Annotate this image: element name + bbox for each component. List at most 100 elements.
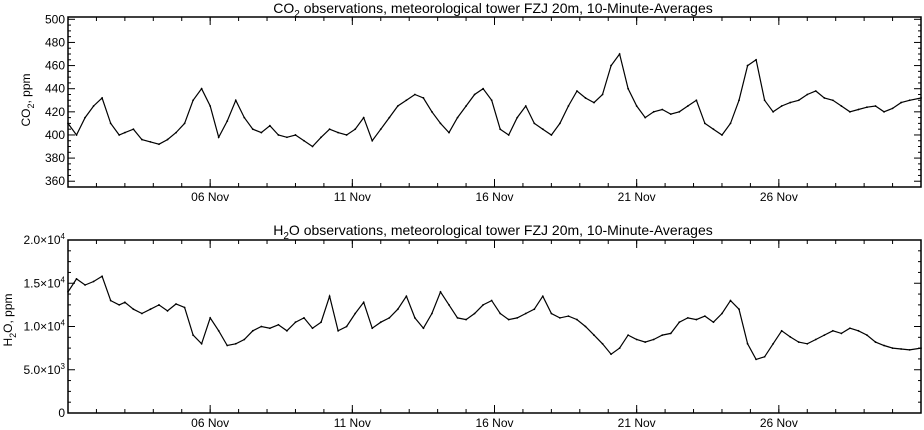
h2o-data-point — [123, 301, 126, 304]
h2o-y-tick-label: 1.0×104 — [24, 319, 66, 334]
h2o-data-point — [704, 315, 706, 318]
h2o-data-point — [823, 334, 826, 337]
co2-data-point — [379, 128, 382, 131]
h2o-y-tick-label: 1.5×104 — [24, 275, 66, 290]
h2o-data-point — [686, 316, 689, 319]
co2-data-point — [823, 97, 826, 99]
h2o-data-point — [524, 312, 527, 315]
h2o-x-ticks: 06 Nov 11 Nov 16 Nov 21 Nov 26 Nov — [67, 240, 922, 430]
h2o-data-point — [158, 303, 160, 306]
co2-data-point — [695, 99, 698, 102]
co2-data-point — [541, 128, 544, 131]
co2-data-point — [576, 90, 578, 92]
h2o-data-point — [286, 329, 288, 332]
co2-data-point — [772, 110, 775, 113]
co2-y-tick-label: 420 — [45, 105, 65, 119]
co2-data-point — [601, 93, 604, 96]
h2o-data-point — [482, 303, 485, 306]
h2o-data-point — [456, 316, 459, 319]
co2-data-point — [226, 120, 229, 122]
co2-data-point — [422, 97, 425, 99]
h2o-y-tick-label: 0 — [58, 406, 65, 420]
h2o-data-point — [490, 299, 493, 302]
co2-data-point — [413, 93, 416, 96]
h2o-data-point — [362, 301, 365, 304]
h2o-y-axis-label: H2O, ppm — [1, 293, 18, 346]
h2o-data-point — [405, 295, 408, 298]
co2-data-point — [371, 139, 374, 142]
h2o-data-point — [584, 325, 587, 328]
h2o-data-point — [268, 327, 271, 330]
co2-data-point — [763, 99, 766, 102]
co2-data-point — [524, 105, 527, 107]
h2o-data-point — [294, 321, 297, 324]
h2o-data-point — [831, 329, 834, 332]
co2-data-point — [388, 116, 391, 119]
co2-data-point — [286, 136, 288, 139]
co2-data-point — [704, 122, 706, 125]
co2-data-point — [175, 131, 177, 134]
co2-data-point — [439, 122, 442, 125]
co2-data-point — [857, 108, 860, 111]
h2o-x-tick-label: 11 Nov — [334, 416, 371, 430]
h2o-data-point — [874, 341, 877, 343]
h2o-data-point — [109, 299, 112, 302]
h2o-x-tick-label: 06 Nov — [191, 416, 229, 430]
co2-data-point — [669, 113, 672, 116]
co2-data-point — [891, 107, 894, 110]
co2-y-ticks: 360 380 400 420 440 460 480 500 — [45, 12, 921, 188]
h2o-data-point — [422, 327, 425, 330]
h2o-data-point — [260, 325, 263, 328]
h2o-data-point — [118, 303, 121, 306]
h2o-x-tick-label: 21 Nov — [618, 416, 656, 430]
h2o-data-point — [618, 347, 621, 350]
h2o-data-point — [413, 316, 416, 319]
co2-data-point — [311, 145, 314, 148]
co2-data-point — [874, 105, 877, 107]
co2-data-point — [84, 116, 86, 119]
h2o-data-point — [388, 316, 391, 319]
h2o-data-point — [209, 316, 212, 319]
co2-chart-title: CO2 observations, meteorological tower F… — [273, 0, 713, 20]
h2o-data-point — [644, 341, 647, 343]
h2o-data-point — [857, 329, 860, 332]
co2-data-point — [849, 110, 851, 113]
h2o-data-point — [328, 295, 331, 298]
co2-data-point — [900, 101, 902, 104]
h2o-data-point — [337, 329, 340, 332]
h2o-data-point — [593, 334, 595, 337]
h2o-data-point — [277, 323, 280, 326]
co2-data-point — [209, 105, 212, 107]
h2o-data-point — [661, 334, 664, 337]
co2-y-tick-label: 500 — [45, 12, 65, 26]
h2o-data-point — [541, 295, 544, 298]
h2o-data-point — [101, 275, 104, 278]
co2-data-point — [465, 105, 467, 107]
h2o-data-point — [439, 291, 442, 293]
h2o-data-point — [849, 327, 851, 330]
h2o-data-point — [678, 321, 681, 324]
co2-data-point — [678, 110, 681, 113]
h2o-data-point — [243, 338, 246, 341]
h2o-data-point — [772, 342, 775, 345]
co2-data-point — [610, 64, 612, 67]
h2o-data-point — [320, 321, 322, 324]
co2-data-point — [490, 99, 493, 102]
h2o-data-point — [550, 312, 553, 315]
h2o-data-point — [900, 348, 902, 350]
h2o-data-point — [891, 347, 894, 350]
h2o-data-point — [192, 334, 195, 337]
co2-data-point — [192, 99, 195, 102]
h2o-series-line — [67, 275, 922, 361]
co2-data-point — [67, 122, 69, 125]
h2o-data-point — [396, 308, 399, 311]
co2-x-tick-label: 21 Nov — [618, 190, 656, 204]
h2o-data-point — [141, 312, 143, 315]
co2-data-point — [354, 128, 357, 131]
h2o-data-point — [217, 329, 220, 332]
co2-x-tick-label: 16 Nov — [475, 190, 513, 204]
co2-data-point — [234, 99, 237, 102]
co2-data-point — [405, 99, 408, 102]
co2-data-point — [797, 99, 800, 102]
